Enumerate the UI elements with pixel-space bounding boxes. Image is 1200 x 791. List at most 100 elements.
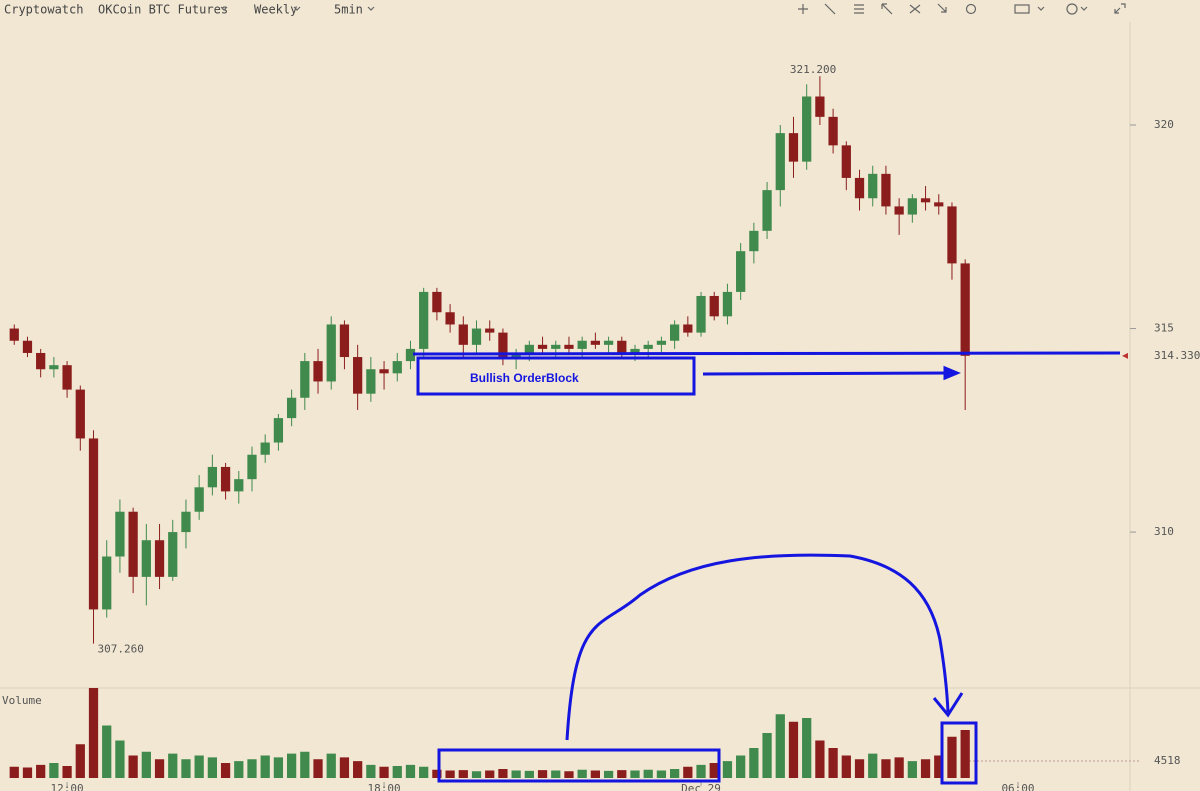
candle-body — [669, 324, 680, 341]
candle-body — [656, 340, 667, 345]
volume-bar — [907, 761, 917, 778]
candle-body — [722, 291, 733, 317]
volume-bar — [537, 770, 548, 778]
candle-body — [49, 365, 59, 370]
volume-bar — [405, 764, 416, 778]
volume-bar — [445, 770, 455, 778]
price-label: 321.200 — [790, 63, 836, 76]
candle-body — [775, 133, 785, 191]
toolbar-icons[interactable] — [220, 3, 1126, 15]
y-tick-label: 315 — [1154, 322, 1174, 335]
candle-body — [564, 344, 574, 349]
candle-body — [868, 173, 878, 199]
volume-bar — [88, 688, 99, 778]
last-price-marker — [1122, 352, 1128, 359]
price-label: 307.260 — [98, 643, 144, 656]
candle-body — [551, 344, 561, 349]
candle-body — [577, 340, 587, 349]
volume-bar — [564, 771, 574, 778]
candle-body — [854, 177, 865, 199]
annotation: Bullish OrderBlock — [470, 371, 579, 385]
volume-bar — [36, 764, 46, 778]
volume-bar — [220, 763, 231, 778]
candle-body — [749, 230, 759, 252]
volume-bar — [934, 755, 944, 778]
volume-bar — [656, 770, 667, 778]
volume-bar — [854, 759, 865, 778]
candle-body — [524, 344, 534, 353]
candle-body — [920, 198, 931, 203]
volume-bar — [815, 740, 825, 778]
candle-body — [590, 340, 600, 345]
candle-body — [458, 324, 468, 345]
volume-bar — [207, 757, 217, 778]
volume-bar — [828, 748, 838, 778]
volume-bar — [551, 770, 561, 778]
volume-bar — [775, 714, 785, 778]
volume-bar — [168, 753, 178, 778]
candle-body — [485, 328, 495, 333]
candle-body — [960, 263, 970, 356]
volume-bar — [669, 769, 680, 778]
candle-body — [75, 389, 85, 439]
volume-bar — [366, 764, 376, 778]
volume-bar — [524, 770, 534, 778]
candle-body — [736, 251, 746, 292]
candle-body — [537, 344, 548, 349]
candle-body — [88, 438, 99, 610]
hand-drawn-annotations — [412, 351, 1121, 785]
volume-bar — [353, 761, 363, 778]
candle-body — [498, 332, 508, 358]
last-price-label: 314.330 — [1154, 349, 1200, 362]
candle-body — [102, 556, 112, 610]
volume-bar — [419, 766, 429, 778]
volume-bar — [788, 721, 799, 778]
candle-body — [366, 369, 376, 394]
volume-bar — [22, 767, 33, 778]
candle-body — [828, 116, 838, 146]
candle-body — [313, 361, 323, 382]
volume-bar — [286, 753, 297, 778]
x-tick-label: 18:00 — [368, 782, 401, 791]
candle-body — [379, 369, 389, 374]
volume-bar — [498, 769, 508, 778]
candle-body — [326, 324, 336, 382]
volume-bar — [617, 770, 627, 778]
volume-bar — [841, 755, 851, 778]
candle-body — [947, 206, 957, 264]
period-select[interactable]: Weekly — [254, 3, 297, 17]
volume-bar — [300, 751, 310, 778]
brand[interactable]: Cryptowatch — [4, 3, 83, 17]
volume-bar — [630, 770, 640, 778]
volume-bar — [802, 718, 812, 778]
volume-bar — [49, 763, 59, 778]
candle-body — [353, 357, 363, 394]
plot: 310 315 320 4518 12:00 18:00 Dec 29 06:00 321.20… — [9, 63, 1200, 791]
volume-bar — [181, 759, 191, 778]
volume-bar — [894, 757, 904, 778]
volume-bar — [432, 769, 442, 778]
candle-body — [419, 291, 429, 349]
volume-bar — [379, 766, 389, 778]
candle-body — [286, 397, 297, 419]
volume-bar — [273, 757, 284, 778]
volume-bar — [141, 751, 151, 778]
candle-body — [841, 145, 851, 178]
interval-select[interactable]: 5min — [334, 3, 363, 17]
candle-body — [273, 418, 284, 443]
volume-bar — [458, 770, 468, 778]
volume-bar — [128, 755, 138, 778]
market-select[interactable]: OKCoin BTC Futures — [98, 3, 228, 17]
volume-bar — [722, 761, 733, 778]
volume-label: Volume — [2, 694, 42, 707]
candle-body — [181, 511, 191, 533]
candle-body — [432, 291, 442, 313]
volume-bar — [62, 766, 72, 778]
volume-bar — [920, 759, 931, 778]
candle-body — [220, 466, 231, 492]
volume-bar — [590, 770, 600, 778]
candle-body — [696, 295, 706, 333]
volume-bar — [102, 725, 112, 778]
volume-bar — [115, 740, 125, 778]
